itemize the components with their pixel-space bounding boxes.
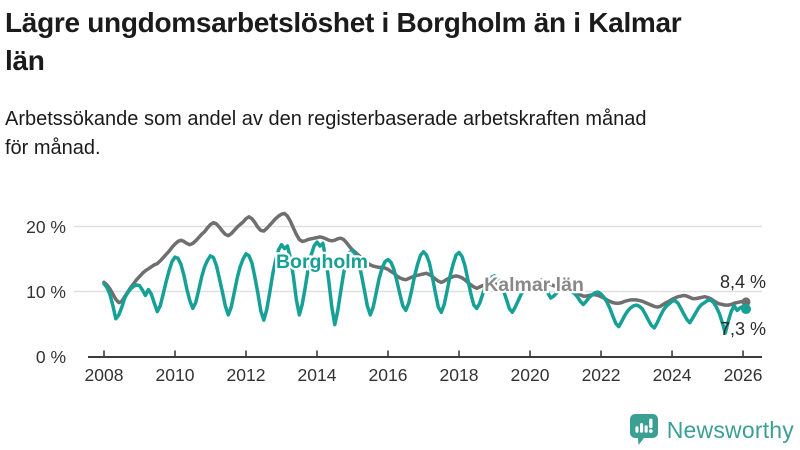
page-title: Lägre ungdomsarbetslöshet i Borgholm än … bbox=[5, 4, 793, 80]
series-end-value-label: 8,4 % bbox=[720, 272, 766, 292]
x-axis-tick-label: 2016 bbox=[369, 365, 408, 385]
page-title-line-1: Lägre ungdomsarbetslöshet i Borgholm än … bbox=[5, 7, 682, 38]
series-line-kalmar-l-n bbox=[102, 211, 748, 309]
series-end-value-label: 7,3 % bbox=[720, 319, 766, 339]
x-axis-tick-label: 2022 bbox=[582, 365, 621, 385]
x-axis-tick-label: 2008 bbox=[85, 365, 124, 385]
chart-subtitle-line-1: Arbetssökande som andel av den registerb… bbox=[5, 108, 647, 130]
y-axis-tick-label: 20 % bbox=[26, 217, 66, 237]
brand-footer: Newsworthy bbox=[629, 413, 794, 447]
series-end-dot bbox=[741, 304, 751, 315]
x-axis-tick-label: 2010 bbox=[156, 365, 195, 385]
y-axis-tick-label: 10 % bbox=[26, 282, 66, 302]
x-axis-tick-label: 2014 bbox=[298, 365, 337, 385]
newsworthy-logo-icon bbox=[629, 414, 658, 445]
x-axis-tick-label: 2020 bbox=[511, 365, 550, 385]
chart-subtitle-line-2: för månad. bbox=[5, 137, 101, 159]
series-label-borgholm: Borgholm bbox=[276, 251, 368, 273]
series-label-kalmar-l-n: Kalmar län bbox=[484, 274, 584, 296]
page-title-line-2: län bbox=[5, 45, 45, 76]
chart-subtitle: Arbetssökande som andel av den registerb… bbox=[5, 105, 793, 163]
x-axis-tick-label: 2026 bbox=[724, 365, 763, 385]
x-axis-tick-label: 2012 bbox=[227, 365, 266, 385]
series-end-dot bbox=[741, 297, 751, 307]
series-line-borgholm bbox=[102, 240, 748, 335]
y-axis-tick-label: 0 % bbox=[36, 347, 66, 367]
x-axis-tick-label: 2018 bbox=[440, 365, 479, 385]
x-axis-tick-label: 2024 bbox=[653, 365, 692, 385]
brand-name: Newsworthy bbox=[666, 416, 794, 443]
